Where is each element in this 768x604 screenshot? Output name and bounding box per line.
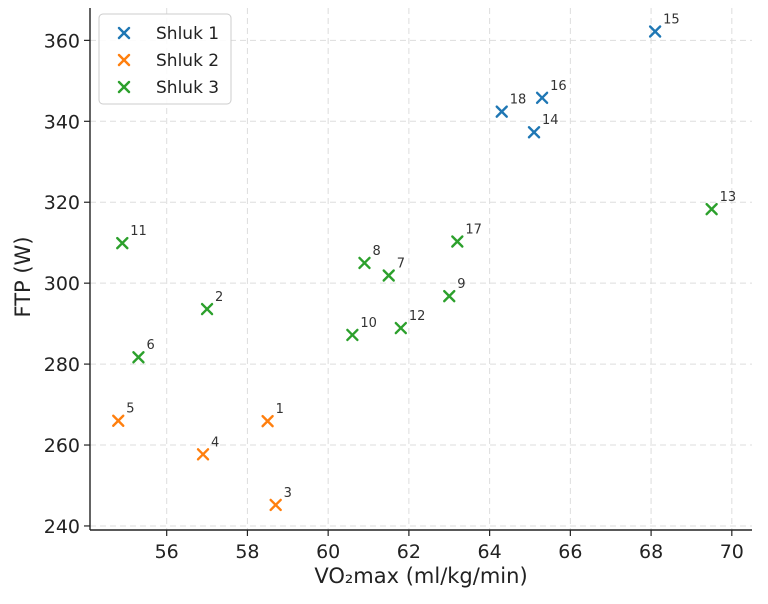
data-point-14	[527, 126, 541, 139]
data-point-11	[116, 236, 129, 250]
y-tick-label: 340	[44, 111, 80, 133]
point-label-11: 11	[130, 224, 147, 239]
point-label-17: 17	[465, 222, 482, 237]
point-label-14: 14	[542, 113, 559, 128]
legend-label: Shluk 1	[156, 24, 219, 44]
data-point-3	[269, 498, 282, 512]
data-point-5	[112, 414, 125, 427]
legend-marker	[117, 26, 131, 40]
point-label-1: 1	[276, 402, 284, 417]
y-axis-title: FTP (W)	[11, 236, 35, 317]
x-tick-label: 64	[478, 541, 502, 563]
point-label-10: 10	[360, 316, 377, 331]
point-label-8: 8	[372, 244, 380, 259]
data-point-16	[535, 91, 549, 105]
point-label-7: 7	[397, 256, 405, 271]
data-points	[112, 25, 718, 512]
x-axis-title: VO₂max (ml/kg/min)	[314, 564, 527, 588]
y-tick-label: 240	[44, 516, 80, 538]
legend-label: Shluk 3	[156, 78, 219, 98]
data-point-15	[648, 25, 662, 38]
point-label-15: 15	[663, 12, 680, 27]
point-label-2: 2	[215, 290, 223, 305]
data-point-8	[358, 256, 371, 270]
x-tick-label: 62	[397, 541, 421, 563]
data-point-18	[495, 105, 508, 118]
x-tick-label: 60	[316, 541, 340, 563]
y-tick-label: 300	[44, 273, 80, 295]
data-point-12	[394, 321, 408, 335]
grid	[90, 8, 752, 530]
x-tick-label: 66	[558, 541, 582, 563]
x-tick-label: 56	[155, 541, 179, 563]
data-point-6	[132, 351, 145, 364]
data-point-1	[261, 414, 274, 428]
x-tick-label: 58	[235, 541, 259, 563]
legend-label: Shluk 2	[156, 51, 219, 71]
point-label-16: 16	[550, 79, 567, 94]
point-label-18: 18	[510, 93, 527, 108]
point-label-4: 4	[211, 435, 219, 450]
x-tick-label: 70	[720, 541, 744, 563]
data-point-10	[346, 328, 359, 342]
data-point-4	[196, 448, 210, 461]
y-tick-label: 320	[44, 192, 80, 214]
legend: Shluk 1 Shluk 2 Shluk 3	[98, 13, 232, 105]
point-label-9: 9	[457, 277, 465, 292]
legend-marker	[117, 80, 131, 94]
data-point-9	[443, 289, 456, 303]
point-label-12: 12	[409, 309, 426, 324]
data-point-7	[382, 269, 395, 282]
data-point-2	[200, 302, 214, 316]
data-point-17	[451, 235, 464, 248]
y-tick-label: 360	[44, 30, 80, 52]
point-label-5: 5	[126, 402, 134, 417]
point-label-3: 3	[284, 486, 292, 501]
y-tick-label: 260	[44, 435, 80, 457]
y-tick-label: 280	[44, 354, 80, 376]
point-label-13: 13	[720, 190, 737, 205]
legend-box	[98, 13, 232, 105]
legend-marker	[117, 53, 131, 67]
point-label-6: 6	[146, 338, 154, 353]
data-point-13	[705, 202, 718, 216]
x-tick-label: 68	[639, 541, 663, 563]
